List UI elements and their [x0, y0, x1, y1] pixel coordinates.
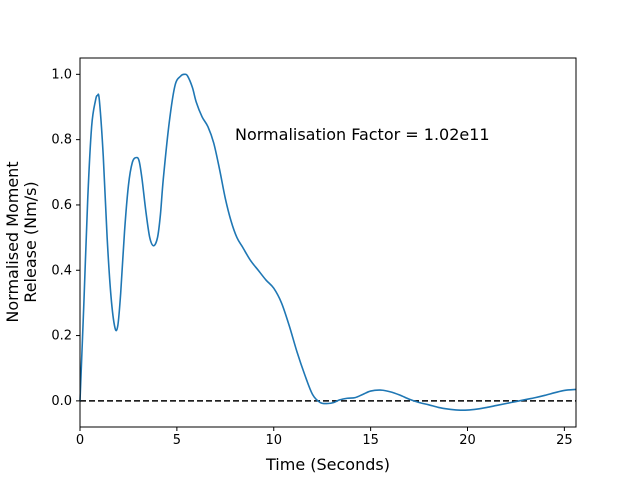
x-tick-label: 10 — [265, 433, 282, 448]
y-axis-label-group: Normalised Moment Release (Nm/s) — [3, 161, 40, 322]
y-tick-label: 0.2 — [51, 329, 72, 344]
y-tick-label: 0.6 — [51, 198, 72, 213]
series-line-0 — [79, 73, 577, 411]
y-tick-label: 0.0 — [51, 394, 72, 409]
y-axis-label-line-2: Release (Nm/s) — [21, 181, 40, 302]
x-tick-label: 0 — [76, 433, 84, 448]
annotation-normalisation-factor: Normalisation Factor = 1.02e11 — [235, 125, 490, 144]
x-tick-label: 25 — [556, 433, 573, 448]
x-tick-label: 5 — [173, 433, 181, 448]
axis-ticks: 0 5 10 15 20 25 0.0 0.2 0.4 0.6 0.8 1.0 — [51, 67, 572, 448]
y-tick-label: 0.8 — [51, 133, 72, 148]
x-axis-label: Time (Seconds) — [265, 455, 390, 474]
plot-area — [79, 73, 577, 411]
x-tick-label: 20 — [459, 433, 476, 448]
plot-frame — [79, 57, 577, 428]
x-tick-label: 15 — [362, 433, 379, 448]
y-tick-label: 0.4 — [51, 263, 72, 278]
y-tick-label: 1.0 — [51, 67, 72, 82]
y-axis-label-line-1: Normalised Moment — [3, 161, 22, 322]
